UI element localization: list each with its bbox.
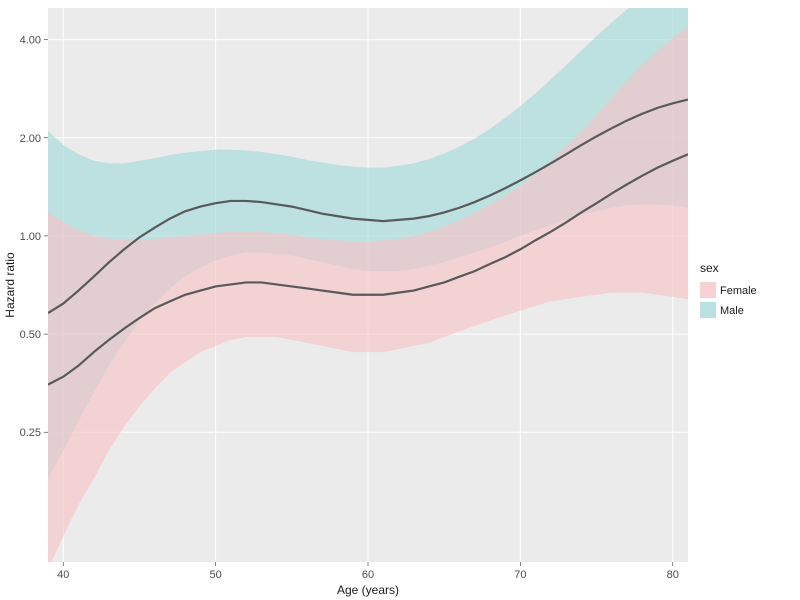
legend-key-female bbox=[700, 282, 716, 298]
y-tick-label: 1.00 bbox=[20, 231, 41, 243]
y-tick-label: 0.25 bbox=[20, 427, 41, 439]
y-tick-label: 4.00 bbox=[20, 35, 41, 47]
chart-svg: 40 50 60 70 80 0.25 0.50 1.00 2.00 4.00 Age (years… bbox=[0, 0, 800, 600]
y-axis-title: Hazard ratio bbox=[3, 252, 17, 318]
x-tick-label: 40 bbox=[57, 569, 69, 581]
y-tick-label: 2.00 bbox=[20, 133, 41, 145]
x-tick-label: 60 bbox=[362, 569, 374, 581]
x-tick-label: 80 bbox=[667, 569, 679, 581]
legend-label-male: Male bbox=[720, 305, 744, 317]
legend-label-female: Female bbox=[720, 285, 757, 297]
legend-key-male bbox=[700, 302, 716, 318]
x-axis-title: Age (years) bbox=[337, 583, 399, 597]
y-tick-label: 0.50 bbox=[20, 329, 41, 341]
x-tick-label: 70 bbox=[514, 569, 526, 581]
x-tick-label: 50 bbox=[209, 569, 221, 581]
hazard-ratio-chart: 40 50 60 70 80 0.25 0.50 1.00 2.00 4.00 Age (years… bbox=[0, 0, 800, 600]
legend-title: sex bbox=[700, 261, 719, 275]
